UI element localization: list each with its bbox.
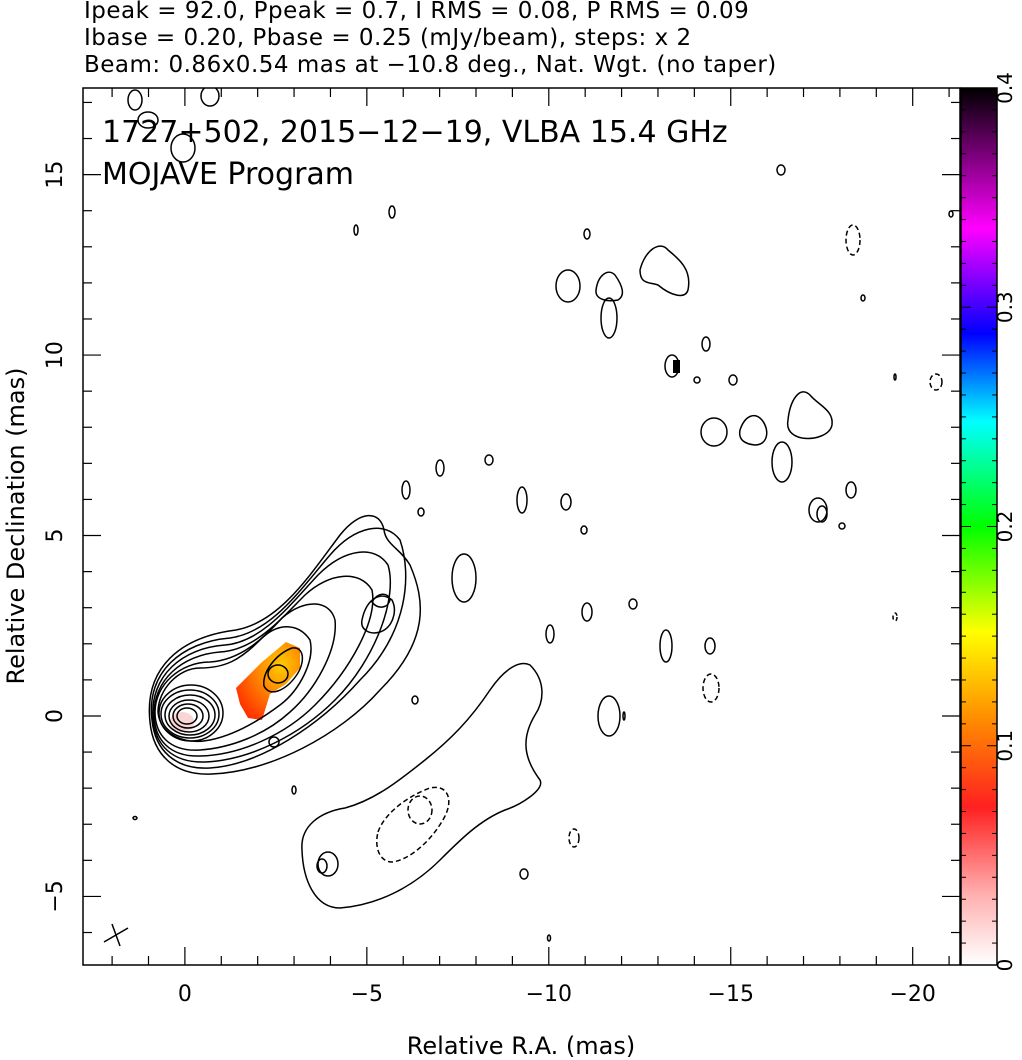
x-axis-label: Relative R.A. (mas) <box>407 1032 635 1060</box>
header-line-3: Beam: 0.86x0.54 mas at −10.8 deg., Nat. … <box>84 52 777 78</box>
y-tick-label: 15 <box>43 161 68 189</box>
colorbar-tick-label: 0.3 <box>993 291 1017 323</box>
header-line-2: Ibase = 0.20, Pbase = 0.25 (mJy/beam), s… <box>84 25 692 51</box>
chart-subtitle: MOJAVE Program <box>102 157 354 192</box>
x-tick-label: −10 <box>526 982 572 1007</box>
colorbar-ticks: 0 0.1 0.2 0.3 0.4 <box>961 72 1017 971</box>
x-tick-label: −20 <box>889 982 935 1007</box>
y-tick-label: −5 <box>43 880 68 912</box>
plot-frame <box>82 87 961 966</box>
contour-lines <box>127 88 954 942</box>
y-tick-label: 0 <box>43 709 68 723</box>
x-tick-label: −5 <box>351 982 383 1007</box>
colorbar-tick-label: 0 <box>993 959 1017 972</box>
axes-group: 0 −5 −10 −15 −20 −5 0 5 10 15 <box>43 88 960 1007</box>
y-tick-label: 5 <box>43 529 68 543</box>
colorbar-tick-label: 0.4 <box>993 72 1017 104</box>
beam-cross <box>103 923 129 947</box>
y-tick-label: 10 <box>43 341 68 369</box>
chart-title: 1727+502, 2015−12−19, VLBA 15.4 GHz <box>102 115 728 150</box>
header-line-1: Ipeak = 92.0, Ppeak = 0.7, I RMS = 0.08,… <box>84 0 750 24</box>
colorbar-tick-label: 0.1 <box>993 730 1017 762</box>
colorbar-tick-label: 0.2 <box>993 511 1017 543</box>
y-axis-label: Relative Declination (mas) <box>2 367 30 684</box>
x-tick-label: 0 <box>178 982 192 1007</box>
x-tick-label: −15 <box>708 982 754 1007</box>
polarization-patch <box>170 642 300 732</box>
dark-pixel <box>673 360 680 373</box>
